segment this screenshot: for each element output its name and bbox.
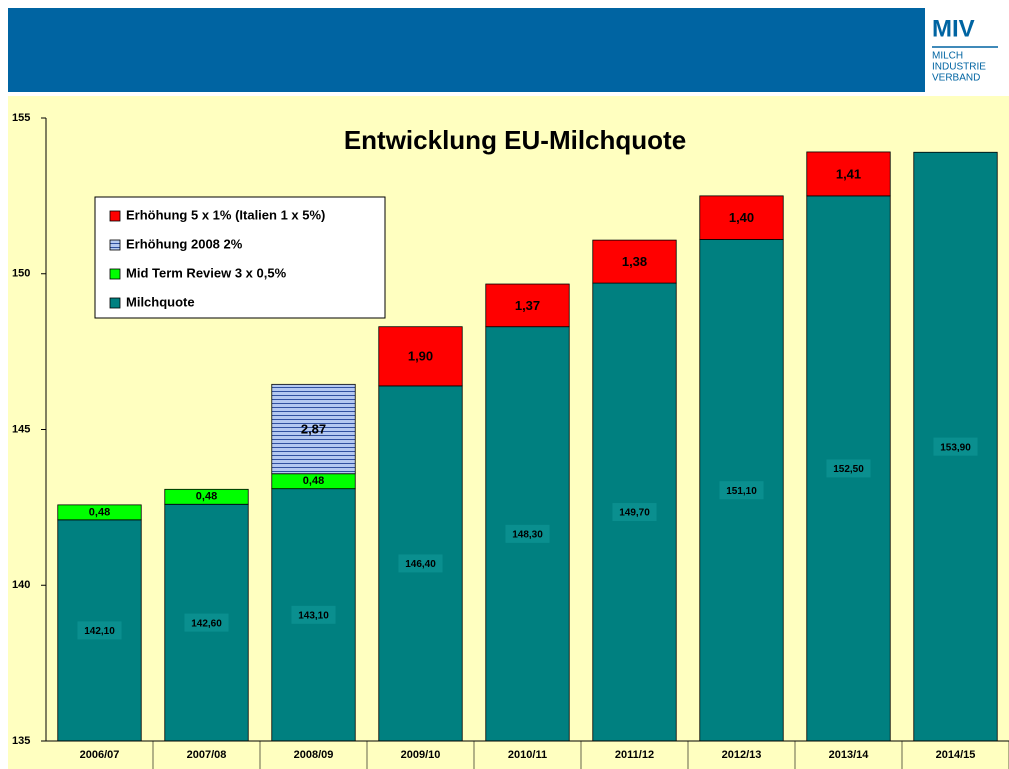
legend-swatch [109, 210, 121, 222]
value-label: 0,48 [196, 491, 217, 503]
value-label-box [826, 459, 871, 478]
value-label-box [612, 503, 657, 522]
legend-label: Erhöhung 2008 2% [126, 236, 243, 251]
bar-segment [164, 488, 249, 505]
value-label: 148,30 [512, 529, 543, 540]
x-tick-label: 2009/10 [401, 749, 441, 761]
value-label: 146,40 [405, 559, 436, 570]
x-tick-label: 2010/11 [508, 749, 547, 761]
value-label: 1,41 [836, 166, 861, 181]
chart-title: Entwicklung EU-Milchquote [344, 125, 686, 155]
value-label: 1,90 [408, 349, 433, 364]
logo-line: MILCH [932, 51, 963, 62]
value-label-box [77, 621, 122, 640]
value-label: 143,10 [298, 610, 329, 621]
value-label: 1,40 [729, 210, 754, 225]
logo-line: INDUSTRIE [932, 62, 986, 73]
value-label: 2,87 [301, 421, 326, 436]
x-tick-label: 2006/07 [80, 749, 120, 761]
legend-label: Mid Term Review 3 x 0,5% [126, 265, 287, 280]
bar-segment [57, 504, 142, 521]
value-label-box [933, 437, 978, 456]
x-tick-label: 2013/14 [829, 749, 870, 761]
y-tick-label: 155 [12, 112, 30, 124]
y-tick-label: 140 [12, 579, 30, 591]
value-label: 142,60 [191, 618, 222, 629]
value-label: 142,10 [84, 626, 115, 637]
bar-segment [592, 239, 677, 284]
value-label-box [184, 613, 229, 632]
value-label: 1,38 [622, 254, 647, 269]
x-tick-label: 2014/15 [936, 749, 976, 761]
y-tick-label: 150 [12, 268, 30, 280]
legend-swatch [109, 239, 121, 251]
y-tick-label: 145 [12, 423, 30, 435]
legend-swatch [109, 297, 121, 309]
legend-label: Erhöhung 5 x 1% (Italien 1 x 5%) [126, 207, 325, 222]
bar-segment [378, 326, 463, 387]
logo-box [925, 8, 1009, 92]
value-label-box [291, 605, 336, 624]
value-label: 1,37 [515, 298, 540, 313]
value-label: 0,48 [89, 506, 110, 518]
x-tick-label: 2011/12 [615, 749, 654, 761]
legend-label: Milchquote [126, 294, 195, 309]
bar-segment [699, 195, 784, 240]
legend-box [94, 196, 386, 319]
x-tick-label: 2012/13 [722, 749, 762, 761]
value-label: 149,70 [619, 508, 650, 519]
value-label-box [505, 524, 550, 543]
bar-segment [485, 283, 570, 328]
y-tick-label: 135 [12, 735, 30, 747]
legend-swatch [109, 268, 121, 280]
value-label: 151,10 [726, 486, 757, 497]
value-label-box [398, 554, 443, 573]
value-label: 152,50 [833, 464, 864, 475]
value-label: 0,48 [303, 475, 324, 487]
value-label: 153,90 [940, 442, 971, 453]
logo-title: MIV [932, 15, 975, 42]
logo-line: VERBAND [932, 73, 980, 84]
bar-segment [271, 383, 356, 475]
x-tick-label: 2007/08 [187, 749, 227, 761]
x-tick-label: 2008/09 [294, 749, 334, 761]
header-band [8, 8, 925, 92]
value-label-box [719, 481, 764, 500]
bar-segment [806, 151, 891, 197]
